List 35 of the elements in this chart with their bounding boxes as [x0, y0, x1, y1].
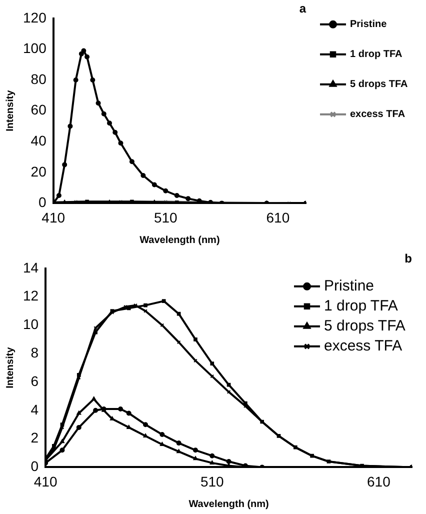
y-tick-label: 6: [30, 372, 39, 389]
legend-label: Pristine: [324, 278, 374, 295]
x-axis-title: Wavelength (nm): [188, 498, 269, 510]
x-tick-label: 510: [154, 209, 178, 226]
y-tick-label: 12: [22, 288, 39, 304]
y-tick-label: 120: [23, 9, 47, 26]
legend-label: excess TFA: [324, 338, 402, 355]
x-tick-label: 410: [34, 473, 58, 490]
y-tick-label: 2: [30, 430, 39, 446]
x-tick-label: 610: [367, 473, 391, 490]
x-tick-label: 610: [266, 209, 290, 226]
chart-title: a: [299, 2, 306, 16]
y-tick-label: 10: [22, 316, 39, 332]
legend-label: 1 drop TFA: [324, 298, 398, 315]
y-tick-label: 14: [22, 259, 39, 276]
y-tick-label: 40: [30, 132, 47, 148]
x-axis-title: Wavelength (nm): [140, 234, 220, 246]
x-tick-label: 510: [200, 473, 224, 490]
chart-title: b: [404, 252, 412, 266]
y-tick-label: 80: [30, 70, 47, 87]
legend-label: 1 drop TFA: [350, 49, 402, 60]
y-tick-label: 60: [30, 102, 47, 118]
x-tick-label: 410: [42, 209, 66, 226]
y-tick-label: 4: [30, 401, 39, 418]
y-tick-label: 100: [23, 40, 47, 56]
legend-label: 5 drops TFA: [324, 318, 406, 335]
y-tick-label: 20: [30, 163, 47, 180]
legend-label: Pristine: [350, 19, 388, 30]
legend-label: excess TFA: [350, 109, 406, 120]
y-tick-label: 0: [30, 458, 39, 474]
y-axis-title: Intensity: [4, 90, 16, 132]
legend-label: 5 drops TFA: [350, 79, 408, 90]
y-axis-title: Intensity: [4, 346, 16, 388]
y-tick-label: 0: [38, 194, 47, 210]
y-tick-label: 8: [30, 344, 39, 360]
